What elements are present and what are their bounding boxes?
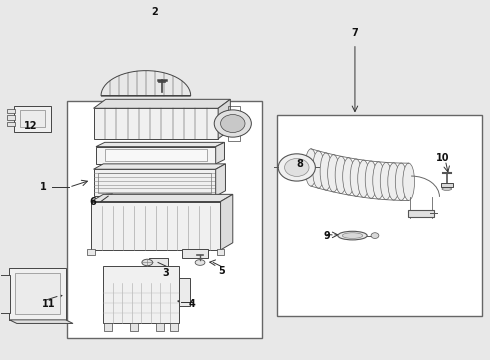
Text: 6: 6 [89, 197, 96, 207]
Polygon shape [94, 99, 230, 108]
Ellipse shape [373, 162, 385, 199]
Bar [14, 106, 51, 132]
Bar [7, 116, 15, 120]
Polygon shape [94, 164, 225, 169]
Circle shape [214, 110, 251, 137]
Bar [67, 101, 262, 338]
Bar [408, 210, 434, 217]
Bar [182, 249, 208, 258]
Ellipse shape [305, 149, 317, 186]
Bar [130, 323, 138, 331]
Polygon shape [216, 142, 224, 164]
Bar [170, 323, 178, 331]
Bar [179, 278, 190, 306]
Ellipse shape [350, 159, 362, 196]
Text: 8: 8 [296, 159, 303, 169]
Text: 7: 7 [351, 28, 358, 39]
Bar [156, 323, 164, 331]
Ellipse shape [395, 163, 407, 201]
Ellipse shape [320, 153, 332, 190]
Ellipse shape [388, 163, 399, 200]
Polygon shape [220, 194, 233, 250]
Text: 3: 3 [162, 268, 169, 278]
Ellipse shape [442, 188, 452, 190]
Bar [277, 116, 482, 316]
Bar [20, 110, 45, 127]
Ellipse shape [358, 160, 369, 197]
Bar [9, 268, 66, 320]
Circle shape [278, 154, 316, 181]
Polygon shape [9, 320, 73, 323]
Text: 10: 10 [436, 153, 449, 163]
Ellipse shape [313, 151, 324, 188]
Circle shape [220, 114, 245, 132]
Polygon shape [218, 99, 230, 139]
Polygon shape [91, 194, 233, 202]
Bar [228, 107, 240, 140]
Ellipse shape [343, 158, 354, 195]
Polygon shape [216, 164, 225, 196]
Bar [105, 149, 207, 161]
Polygon shape [96, 142, 224, 147]
Text: 2: 2 [151, 7, 158, 17]
Bar [94, 108, 218, 139]
Text: 12: 12 [24, 121, 38, 131]
Ellipse shape [335, 156, 347, 194]
Bar [441, 183, 453, 187]
Bar [7, 109, 15, 113]
Ellipse shape [328, 155, 340, 192]
Text: 5: 5 [218, 266, 225, 276]
Text: 4: 4 [189, 299, 196, 309]
Bar [98, 173, 211, 193]
Bar [91, 202, 220, 250]
Ellipse shape [195, 260, 205, 265]
Bar [217, 249, 224, 255]
Ellipse shape [338, 231, 367, 240]
Bar [103, 266, 179, 323]
Bar [104, 323, 112, 331]
Ellipse shape [403, 163, 415, 201]
Bar [87, 249, 95, 255]
Ellipse shape [365, 161, 377, 198]
Bar [7, 122, 15, 126]
Text: 11: 11 [42, 299, 56, 309]
Bar [96, 147, 216, 164]
Bar [0, 275, 10, 313]
Circle shape [285, 158, 309, 176]
Ellipse shape [142, 259, 153, 266]
Bar [94, 169, 216, 196]
Ellipse shape [342, 233, 363, 238]
Circle shape [371, 233, 379, 238]
Text: 9: 9 [323, 231, 330, 240]
Text: 1: 1 [40, 182, 47, 192]
Polygon shape [101, 71, 191, 96]
Ellipse shape [380, 162, 392, 200]
Bar [149, 258, 168, 266]
Bar [15, 273, 60, 315]
